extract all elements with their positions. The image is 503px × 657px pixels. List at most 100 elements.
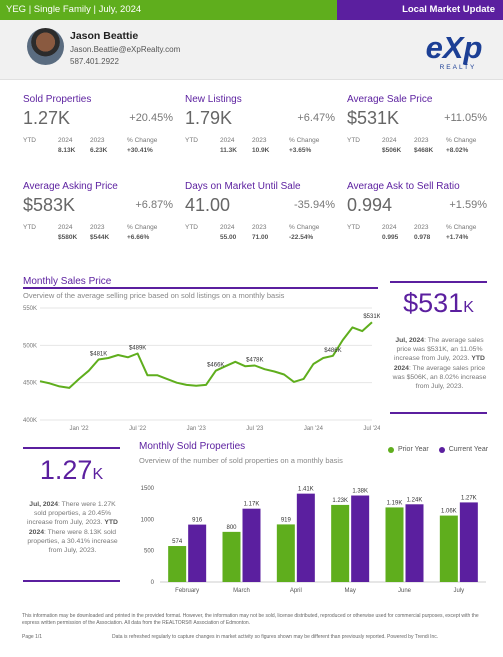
y-tick-label: 500K (23, 343, 37, 349)
bar-value-label: 1.27K (461, 495, 477, 501)
stat-average-sale-price: Average Sale Price $531K +11.05% YTD 202… (347, 94, 487, 164)
bar-value-label: 1.24K (407, 497, 423, 503)
big-value-unit: K (463, 299, 474, 316)
summary-text-2: : The average sales price was $506K, an … (392, 364, 487, 390)
summary-lead: Jul, 2024 (29, 501, 59, 508)
current-year-bar (188, 524, 207, 582)
divider-top (23, 287, 378, 289)
stat-change: +11.05% (444, 112, 487, 124)
ytd-2024-value: 11.3K (220, 147, 237, 154)
data-label: $489K (129, 346, 146, 352)
stat-change: +1.59% (449, 199, 487, 211)
category-label: July (453, 588, 464, 594)
bar-value-label: 916 (192, 518, 203, 524)
prior-year-bar (385, 507, 404, 582)
stat-value: 1.27K (23, 108, 71, 128)
ytd-change-value: +8.02% (446, 147, 469, 154)
x-tick-label: Jan '24 (304, 426, 324, 432)
divider-sold-bottom (23, 580, 120, 582)
ytd-2024-value: $580K (58, 234, 78, 241)
ytd-label: YTD (23, 137, 36, 144)
data-label: $531K (363, 314, 380, 320)
stat-average-asking-price: Average Asking Price $583K +6.87% YTD 20… (23, 181, 173, 251)
bar-value-label: 919 (281, 517, 292, 523)
y-tick-label: 1000 (141, 517, 155, 523)
category-label: April (290, 588, 302, 594)
ytd-label: YTD (185, 137, 198, 144)
x-tick-label: Jul '24 (363, 426, 380, 432)
legend-prior-swatch (388, 446, 394, 453)
big-value-number: 1.27 (39, 455, 93, 485)
bar-value-label: 1.17K (244, 502, 260, 508)
ytd-year-2024: 2024 (58, 137, 73, 144)
y-tick-label: 500 (144, 549, 155, 555)
current-year-bar (351, 495, 370, 582)
ytd-change-value: +30.41% (127, 147, 153, 154)
bar-value-label: 800 (226, 525, 237, 531)
bar-value-label: 1.19K (387, 500, 403, 506)
ytd-2023-value: 10.9K (252, 147, 270, 154)
agent-email[interactable]: Jason.Beattie@eXpRealty.com (70, 45, 181, 54)
ytd-2023-value: $468K (414, 147, 434, 154)
sold-big-value: 1.27K (23, 455, 120, 486)
bar-value-label: 1.23K (332, 498, 348, 504)
exp-realty-logo: eXp REALTY (426, 30, 483, 71)
sales-price-line-chart: 400K 450K 500K 550K Jan '22 Jul '22 Jan '23 Jul… (23, 306, 380, 432)
sold-summary: Jul, 2024: There were 1.27K sold propert… (25, 500, 120, 555)
summary-ytd: YTD 2024 (393, 355, 485, 372)
big-value-unit: K (92, 466, 104, 483)
ytd-year-2023: 2023 (90, 224, 105, 231)
stat-title: Average Sale Price (347, 94, 433, 105)
top-bar: YEG | Single Family | July, 2024 Local M… (0, 0, 503, 20)
x-tick-label: Jul '22 (129, 426, 147, 432)
logo-text: eXp (426, 30, 483, 65)
legend-current-label: Current Year (448, 446, 489, 453)
agent-phone[interactable]: 587.401.2922 (70, 57, 119, 66)
ytd-label: YTD (23, 224, 36, 231)
sold-properties-bar-chart: 0 500 1000 1500 574 916 February 800 1.17K March 9… (141, 486, 486, 594)
ytd-label: YTD (185, 224, 198, 231)
ytd-change-value: +6.66% (127, 234, 150, 241)
stat-value: $583K (23, 195, 76, 215)
prior-year-bar (331, 504, 350, 582)
logo-subtext: REALTY (440, 64, 477, 71)
stat-title: Days on Market Until Sale (185, 181, 301, 192)
bar-value-label: 1.06K (441, 509, 457, 515)
ytd-label: YTD (347, 137, 360, 144)
ytd-year-2024: 2024 (382, 137, 397, 144)
stat-title: Average Ask to Sell Ratio (347, 181, 460, 192)
chart-legend: Prior Year Current Year (388, 446, 488, 453)
stat-ask-to-sell-ratio: Average Ask to Sell Ratio 0.994 +1.59% Y… (347, 181, 487, 251)
category-label: May (344, 588, 355, 594)
sales-price-subtitle: Overview of the average selling price ba… (23, 291, 285, 300)
bar-value-label: 574 (172, 539, 183, 545)
legend-current-swatch (438, 446, 445, 453)
agent-header: Jason Beattie Jason.Beattie@eXpRealty.co… (0, 20, 503, 80)
ytd-year-2024: 2024 (220, 224, 235, 231)
ytd-pct-label: % Change (446, 224, 477, 231)
stat-value: 1.79K (185, 108, 233, 128)
current-year-bar (405, 504, 424, 582)
legend-prior-label: Prior Year (398, 446, 429, 453)
prior-year-bar (222, 531, 241, 582)
ytd-change-value: -22.54% (289, 234, 314, 241)
stat-value: $531K (347, 108, 400, 128)
divider-sold-top (23, 447, 120, 449)
category-label: June (398, 588, 412, 594)
summary-lead: Jul, 2024 (395, 337, 425, 344)
ytd-change-value: +1.74% (446, 234, 469, 241)
report-scope: YEG | Single Family | July, 2024 (0, 0, 337, 20)
divider-summary-bottom (390, 412, 487, 414)
ytd-year-2023: 2023 (90, 137, 105, 144)
ytd-pct-label: % Change (289, 224, 320, 231)
y-tick-label: 550K (23, 306, 37, 312)
data-label: $486K (324, 348, 341, 354)
stat-value: 41.00 (185, 195, 231, 215)
sold-properties-title: Monthly Sold Properties (139, 441, 246, 452)
ytd-2024-value: $506K (382, 147, 402, 154)
ytd-pct-label: % Change (127, 137, 158, 144)
ytd-pct-label: % Change (289, 137, 320, 144)
ytd-2023-value: $544K (90, 234, 110, 241)
ytd-year-2023: 2023 (414, 137, 429, 144)
avatar (27, 28, 64, 65)
